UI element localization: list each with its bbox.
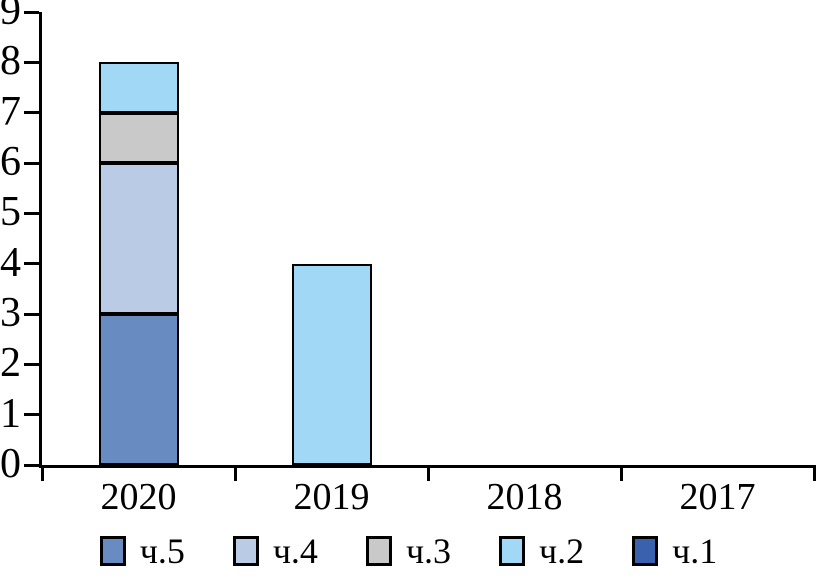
y-axis-tick-label: 4: [0, 239, 21, 286]
legend-label-ch4: ч.4: [272, 531, 318, 571]
y-axis-tick: [24, 111, 39, 115]
bar-segment-2020-ч.2: [98, 62, 179, 113]
y-axis-tick: [24, 312, 39, 316]
legend-swatch-ch3-icon: [365, 536, 392, 566]
y-axis-tick-label: 3: [0, 290, 21, 337]
y-axis-tick-label: 8: [0, 38, 21, 85]
legend-swatch-ch2-icon: [499, 536, 526, 566]
legend-label-ch1: ч.1: [672, 531, 718, 571]
x-axis-tick: [812, 465, 816, 481]
y-axis-tick: [24, 211, 39, 215]
x-axis-label-2019: 2019: [293, 476, 370, 518]
x-axis-label-2018: 2018: [486, 476, 563, 518]
legend-swatch-ch1-icon: [632, 536, 659, 566]
bar-segment-2020-ч.5: [98, 314, 179, 465]
y-axis-tick: [24, 362, 39, 366]
y-axis-tick: [24, 60, 39, 64]
bar-segment-2020-ч.4: [98, 163, 179, 314]
legend-label-ch5: ч.5: [139, 531, 185, 571]
y-axis-tick-label: 9: [0, 0, 21, 35]
x-axis-tick: [426, 465, 430, 481]
legend-swatch-ch5-icon: [99, 536, 126, 566]
legend-item-ch5: ч.5: [99, 531, 185, 571]
y-axis-tick-label: 2: [0, 340, 21, 387]
y-axis-tick: [24, 10, 39, 14]
legend-item-ch1: ч.1: [632, 533, 717, 569]
y-axis-tick: [24, 463, 39, 467]
bar-segment-2020-ч.3: [98, 112, 179, 163]
y-axis-tick-label: 1: [0, 390, 21, 437]
x-axis-tick: [233, 465, 237, 481]
y-axis-tick-label: 6: [0, 139, 21, 186]
legend-item-ch3: ч.3: [365, 531, 452, 571]
legend-label-ch3: ч.3: [405, 531, 452, 571]
y-axis-tick: [24, 161, 39, 165]
y-axis-tick: [24, 413, 39, 417]
legend-swatch-ch4-icon: [232, 536, 259, 566]
y-axis-tick-label: 0: [0, 441, 21, 488]
legend-item-ch2: ч.2: [499, 533, 584, 569]
x-axis-label-2017: 2017: [679, 476, 756, 518]
bar-segment-2019-ч.2: [291, 263, 372, 465]
x-axis-label-2020: 2020: [100, 476, 177, 518]
y-axis-tick-label: 5: [0, 189, 21, 236]
y-axis-tick: [24, 262, 39, 266]
y-axis-tick-label: 7: [0, 88, 21, 135]
chart-legend: ч.5 ч.4 ч.3 ч.2 ч.1: [0, 533, 817, 569]
legend-label-ch2: ч.2: [539, 531, 585, 571]
x-axis-tick: [619, 465, 623, 481]
legend-item-ch4: ч.4: [232, 531, 318, 571]
x-axis-tick: [40, 465, 44, 481]
